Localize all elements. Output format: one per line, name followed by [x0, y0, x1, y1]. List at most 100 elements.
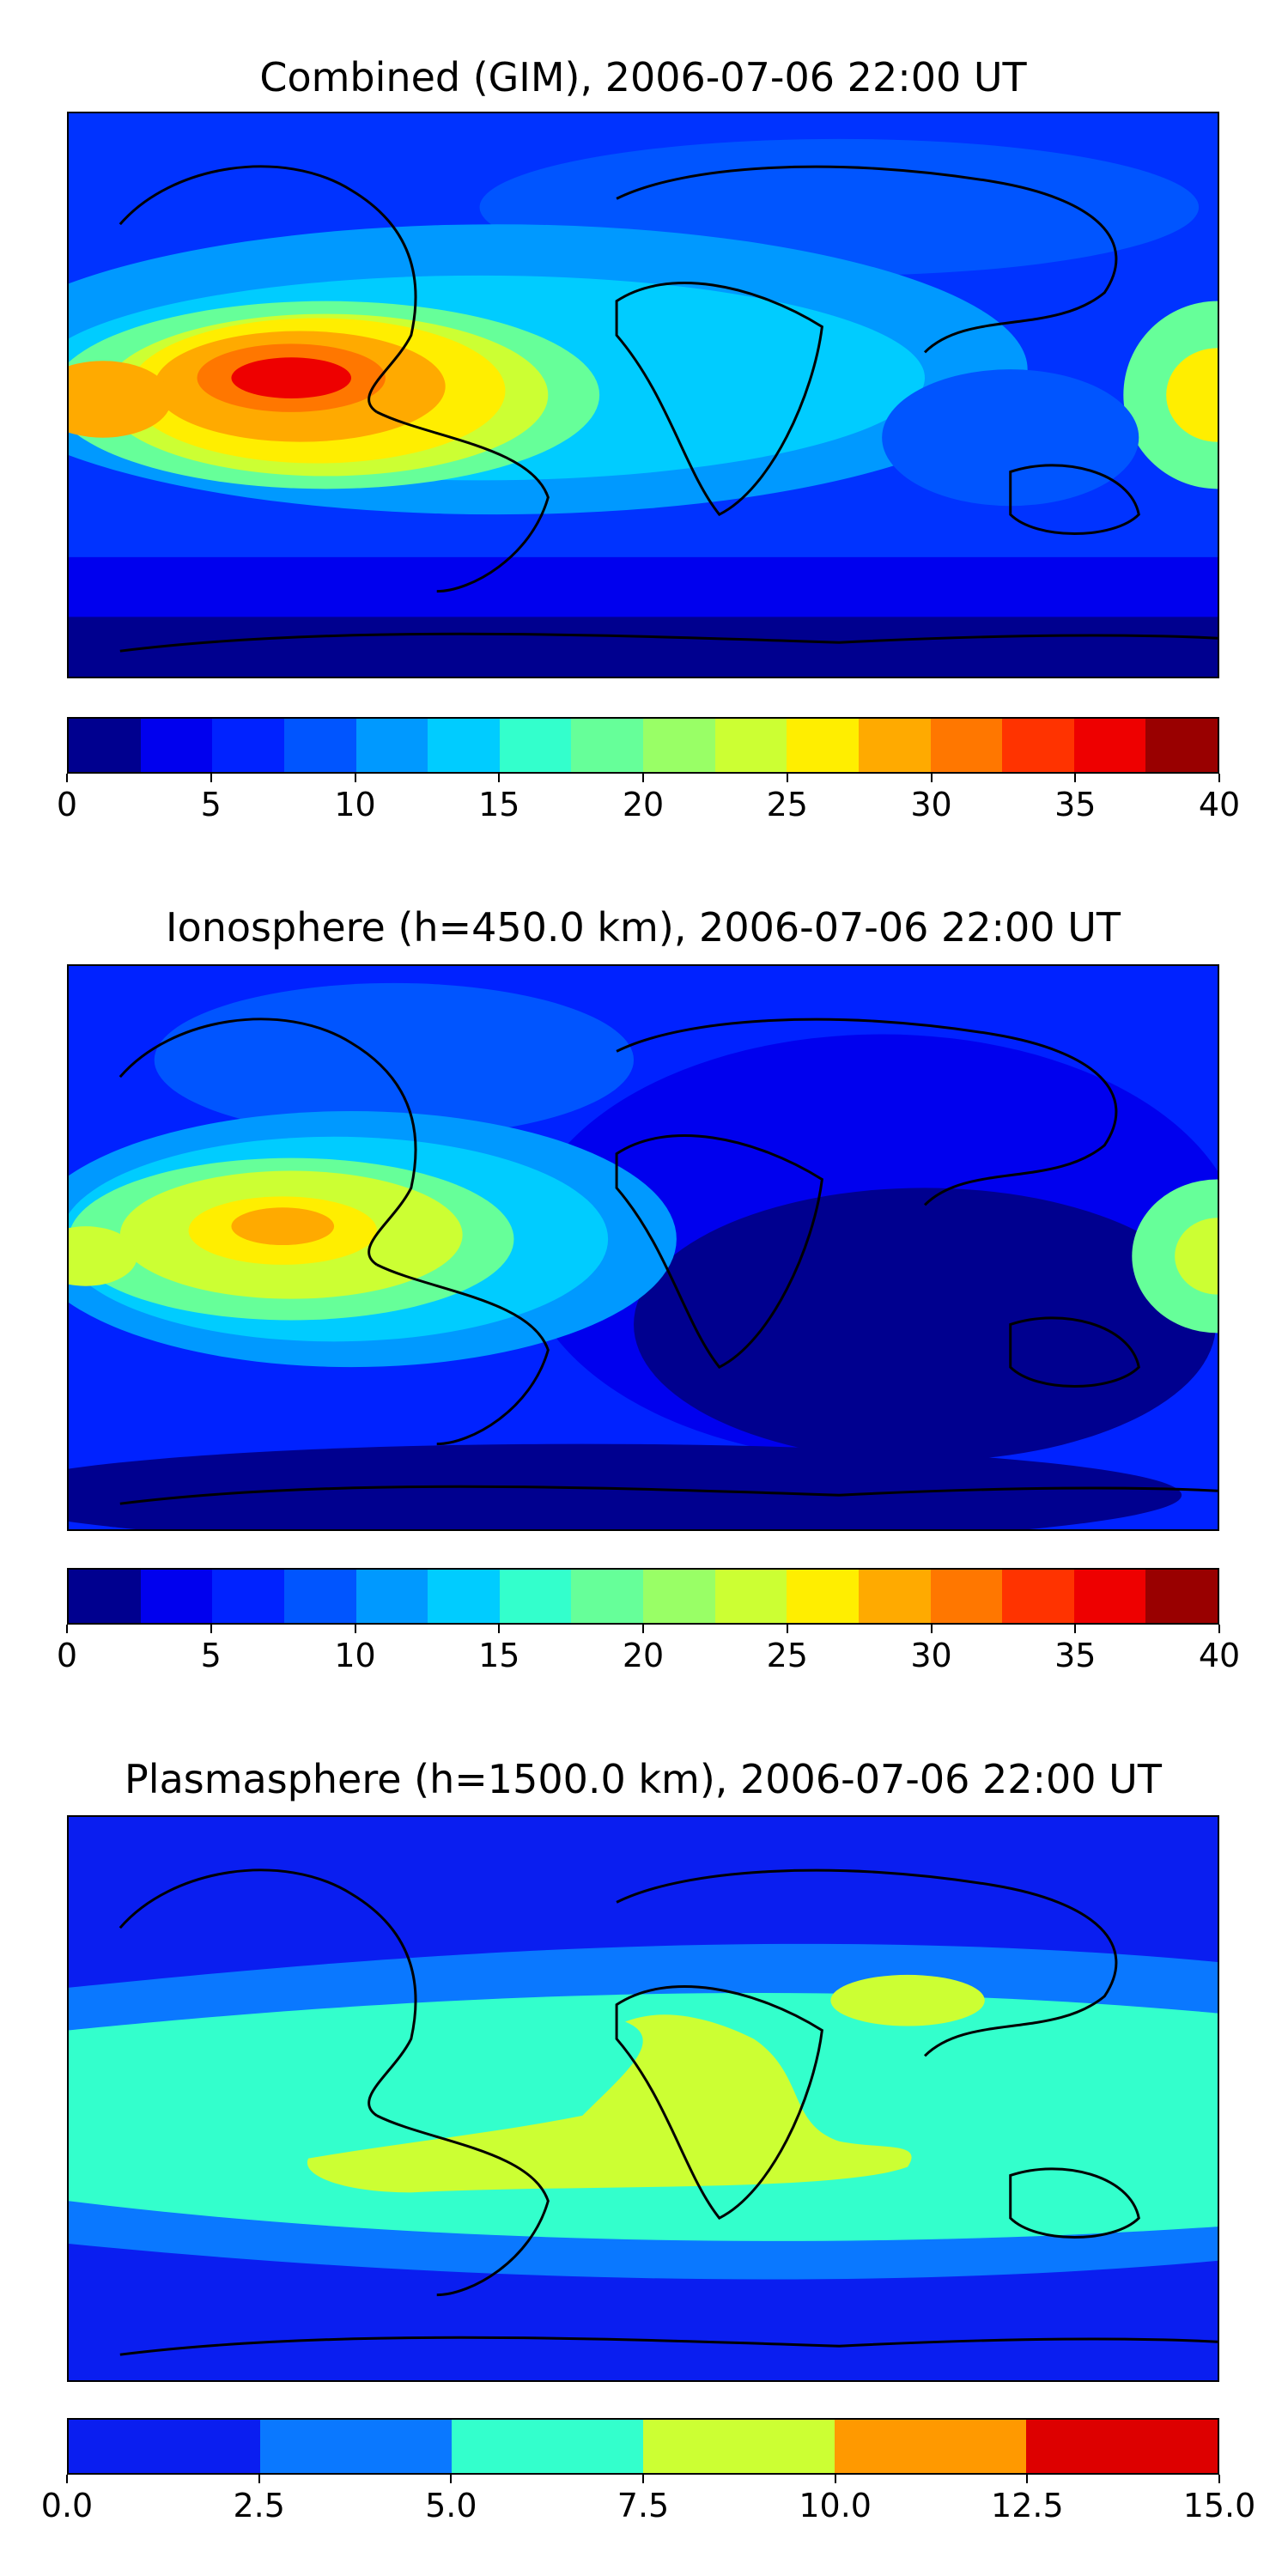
colorbar-tick-label: 2.5: [233, 2487, 285, 2524]
colorbar-segment: [428, 1570, 500, 1623]
colorbar-tick-label: 12.5: [991, 2487, 1064, 2524]
colorbar-tick-label: 0: [56, 1637, 78, 1674]
map-ionosphere: [67, 964, 1219, 1531]
colorbar-tick-label: 30: [910, 1637, 952, 1674]
map-combined: [67, 112, 1219, 678]
colorbar-segment: [1002, 1570, 1074, 1623]
colorbar-tick: [66, 774, 68, 782]
colorbar-segment: [428, 719, 500, 772]
colorbar-tick-label: 5: [200, 786, 222, 823]
colorbar-tick: [642, 774, 644, 782]
colorbar-tick-label: 40: [1198, 786, 1241, 823]
colorbar-tick-label: 30: [910, 786, 952, 823]
colorbar-segment: [571, 719, 643, 772]
colorbar-segment: [1145, 1570, 1218, 1623]
colorbar-tick-label: 35: [1054, 786, 1097, 823]
colorbar-segment: [283, 719, 356, 772]
colorbar-segment: [1026, 2420, 1218, 2473]
colorbar-tick: [642, 2475, 644, 2483]
colorbar-ticks-combined: 0 5 10 15 20 25 30 35 40: [57, 774, 1240, 825]
colorbar-tick-label: 20: [622, 1637, 665, 1674]
colorbar-tick-label: 0.0: [40, 2487, 94, 2524]
colorbar-segment: [499, 1570, 572, 1623]
colorbar-segment: [835, 2420, 1026, 2473]
colorbar-tick: [1218, 1625, 1220, 1633]
colorbar-segment: [571, 1570, 643, 1623]
colorbar-segment: [499, 719, 572, 772]
colorbar-tick-label: 25: [766, 786, 808, 823]
colorbar-plasmasphere: [67, 2418, 1219, 2475]
colorbar-ticks-ionosphere: 0 5 10 15 20 25 30 35 40: [57, 1625, 1240, 1676]
colorbar-segment: [930, 1570, 1003, 1623]
colorbar-segment: [452, 2420, 643, 2473]
colorbar-tick: [930, 1625, 933, 1633]
colorbar-tick: [66, 2475, 68, 2483]
colorbar-segment: [1145, 719, 1218, 772]
colorbar-segment: [355, 719, 428, 772]
colorbar-tick: [786, 1625, 788, 1633]
colorbar-tick-label: 5.0: [425, 2487, 477, 2524]
colorbar-tick: [1218, 2475, 1220, 2483]
colorbar-tick-label: 20: [622, 786, 665, 823]
colorbar-segment: [643, 719, 715, 772]
panel-title-ionosphere: Ionosphere (h=450.0 km), 2006-07-06 22:0…: [166, 904, 1121, 951]
colorbar-tick: [930, 774, 933, 782]
colorbar-segment: [787, 719, 859, 772]
colorbar-combined: [67, 717, 1219, 774]
colorbar-segment: [355, 1570, 428, 1623]
colorbar-tick-label: 15: [478, 786, 520, 823]
colorbar-tick: [642, 1625, 644, 1633]
colorbar-tick-label: 15: [478, 1637, 520, 1674]
colorbar-segment: [1002, 719, 1074, 772]
colorbar-tick-label: 35: [1054, 1637, 1097, 1674]
colorbar-ionosphere: [67, 1568, 1219, 1625]
colorbar-tick-label: 0: [56, 786, 78, 823]
map-plasmasphere: [67, 1815, 1219, 2382]
colorbar-tick-label: 25: [766, 1637, 808, 1674]
colorbar-segment: [643, 1570, 715, 1623]
colorbar-segment: [643, 2420, 835, 2473]
colorbar-tick-label: 10.0: [799, 2487, 872, 2524]
colorbar-tick-label: 7.5: [617, 2487, 670, 2524]
colorbar-segment: [260, 2420, 452, 2473]
colorbar-tick: [354, 774, 356, 782]
colorbar-tick: [834, 2475, 836, 2483]
colorbar-segment: [283, 1570, 356, 1623]
colorbar-tick: [354, 1625, 356, 1633]
colorbar-tick-label: 40: [1198, 1637, 1241, 1674]
colorbar-segment: [212, 1570, 284, 1623]
colorbar-tick: [1074, 1625, 1077, 1633]
colorbar-tick-label: 10: [334, 1637, 376, 1674]
colorbar-tick: [66, 1625, 68, 1633]
colorbar-tick: [210, 1625, 212, 1633]
colorbar-tick: [786, 774, 788, 782]
colorbar-segment: [714, 719, 787, 772]
panel-title-combined: Combined (GIM), 2006-07-06 22:00 UT: [259, 54, 1027, 100]
colorbar-segment: [787, 1570, 859, 1623]
colorbar-segment: [858, 719, 931, 772]
panel-title-plasmasphere: Plasmasphere (h=1500.0 km), 2006-07-06 2…: [125, 1756, 1162, 1802]
colorbar-tick: [498, 1625, 501, 1633]
colorbar-tick: [450, 2475, 453, 2483]
colorbar-tick: [1218, 774, 1220, 782]
colorbar-tick: [258, 2475, 260, 2483]
colorbar-segment: [1073, 1570, 1146, 1623]
colorbar-segment: [140, 719, 213, 772]
colorbar-segment: [714, 1570, 787, 1623]
colorbar-tick: [1026, 2475, 1029, 2483]
colorbar-segment: [69, 719, 141, 772]
colorbar-tick-label: 15.0: [1182, 2487, 1256, 2524]
colorbar-segment: [858, 1570, 931, 1623]
colorbar-tick: [210, 774, 212, 782]
colorbar-tick: [1074, 774, 1077, 782]
colorbar-segment: [140, 1570, 213, 1623]
colorbar-segment: [1073, 719, 1146, 772]
colorbar-tick: [498, 774, 501, 782]
colorbar-segment: [930, 719, 1003, 772]
colorbar-ticks-plasmasphere: 0.0 2.5 5.0 7.5 10.0 12.5 15.0: [41, 2475, 1255, 2526]
colorbar-segment: [69, 1570, 141, 1623]
colorbar-segment: [212, 719, 284, 772]
colorbar-tick-label: 10: [334, 786, 376, 823]
colorbar-segment: [69, 2420, 260, 2473]
colorbar-tick-label: 5: [200, 1637, 222, 1674]
